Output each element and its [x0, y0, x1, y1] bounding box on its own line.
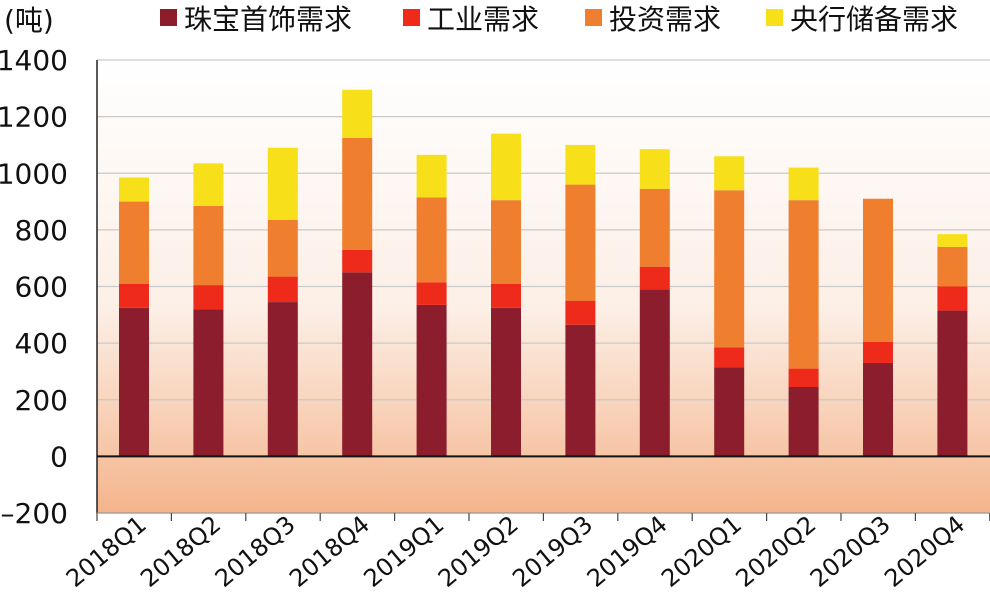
y-tick-label: 200 — [15, 384, 68, 417]
bar-segment — [193, 163, 224, 206]
x-tick-label: 2020Q1 — [656, 510, 747, 593]
bars — [119, 89, 968, 457]
bar-segment — [342, 249, 373, 273]
axes — [96, 60, 990, 521]
bar-segment — [565, 324, 596, 457]
y-tick-label: 600 — [15, 271, 68, 304]
bar-segment — [937, 234, 968, 247]
legend-swatch — [766, 9, 783, 26]
bar-segment — [119, 177, 149, 202]
bar-segment — [119, 307, 149, 457]
bar-segment — [267, 147, 298, 220]
bar-segment — [863, 198, 893, 342]
bar-segment — [119, 283, 149, 308]
x-tick-label: 2020Q4 — [879, 510, 970, 593]
x-tick-label: 2019Q4 — [582, 510, 673, 593]
bar-segment — [342, 89, 373, 138]
bar-segment — [639, 188, 670, 267]
bar-segment — [639, 266, 670, 290]
bar-segment — [491, 133, 521, 201]
x-tick-label: 2018Q3 — [210, 510, 301, 593]
bar-segment — [565, 184, 596, 301]
bar-segment — [267, 302, 298, 457]
x-tick-label: 2018Q1 — [61, 510, 152, 593]
legend-label: 央行储备需求 — [790, 3, 958, 36]
y-unit-label: (吨) — [4, 4, 54, 37]
bar-segment — [491, 200, 521, 284]
bar-segment — [416, 197, 447, 283]
bar-segment — [639, 289, 670, 457]
bar-segment — [193, 309, 224, 457]
x-axis-labels: 2018Q12018Q22018Q32018Q42019Q12019Q22019… — [61, 510, 970, 593]
bar-segment — [788, 200, 819, 369]
bar-segment — [342, 137, 373, 250]
bar-segment — [714, 190, 745, 348]
bar-segment — [267, 276, 298, 303]
bar-segment — [714, 367, 745, 457]
bar-segment — [788, 387, 819, 457]
x-tick-label: 2020Q2 — [730, 510, 821, 593]
y-tick-label: 800 — [15, 214, 68, 247]
bar-segment — [937, 286, 968, 311]
legend-label: 珠宝首饰需求 — [184, 3, 352, 36]
bar-segment — [714, 347, 745, 368]
y-tick-label: 1200 — [0, 101, 68, 134]
bar-segment — [416, 282, 447, 305]
x-tick-label: 2018Q4 — [284, 510, 375, 593]
y-tick-label: 1400 — [0, 44, 68, 77]
bar-segment — [565, 300, 596, 325]
x-tick-label: 2019Q3 — [507, 510, 598, 593]
x-tick-label: 2019Q1 — [358, 510, 449, 593]
bar-segment — [565, 144, 596, 185]
bar-segment — [937, 310, 968, 457]
y-tick-label: 400 — [15, 327, 68, 360]
y-tick-label: 1000 — [0, 157, 68, 190]
bar-segment — [863, 341, 893, 363]
bar-segment — [788, 368, 819, 388]
legend: 珠宝首饰需求 工业需求 投资需求 央行储备需求 — [160, 3, 958, 36]
legend-label: 投资需求 — [609, 3, 721, 36]
legend-label: 工业需求 — [427, 3, 539, 36]
x-tick-label: 2018Q2 — [135, 510, 226, 593]
bar-segment — [119, 201, 149, 284]
bar-segment — [937, 246, 968, 287]
bar-segment — [639, 149, 670, 189]
y-tick-label: 0 — [50, 440, 68, 473]
legend-swatch — [403, 9, 420, 26]
bar-segment — [788, 167, 819, 201]
bar-segment — [193, 285, 224, 310]
bar-segment — [193, 205, 224, 286]
bar-segment — [416, 304, 447, 457]
gridlines — [97, 59, 990, 401]
bar-segment — [342, 272, 373, 457]
legend-swatch — [160, 9, 177, 26]
legend-swatch — [585, 9, 602, 26]
bar-segment — [491, 307, 521, 457]
bar-segment — [416, 154, 447, 198]
bar-segment — [267, 219, 298, 277]
bar-segment — [714, 156, 745, 191]
x-tick-label: 2019Q2 — [433, 510, 524, 593]
y-axis-ticks: –200 0 200 400 600 800 1000 1200 1400 — [0, 44, 68, 530]
x-tick-label: 2020Q3 — [805, 510, 896, 593]
bar-segment — [863, 362, 893, 457]
y-tick-label: –200 — [1, 497, 68, 530]
bar-segment — [491, 283, 521, 308]
